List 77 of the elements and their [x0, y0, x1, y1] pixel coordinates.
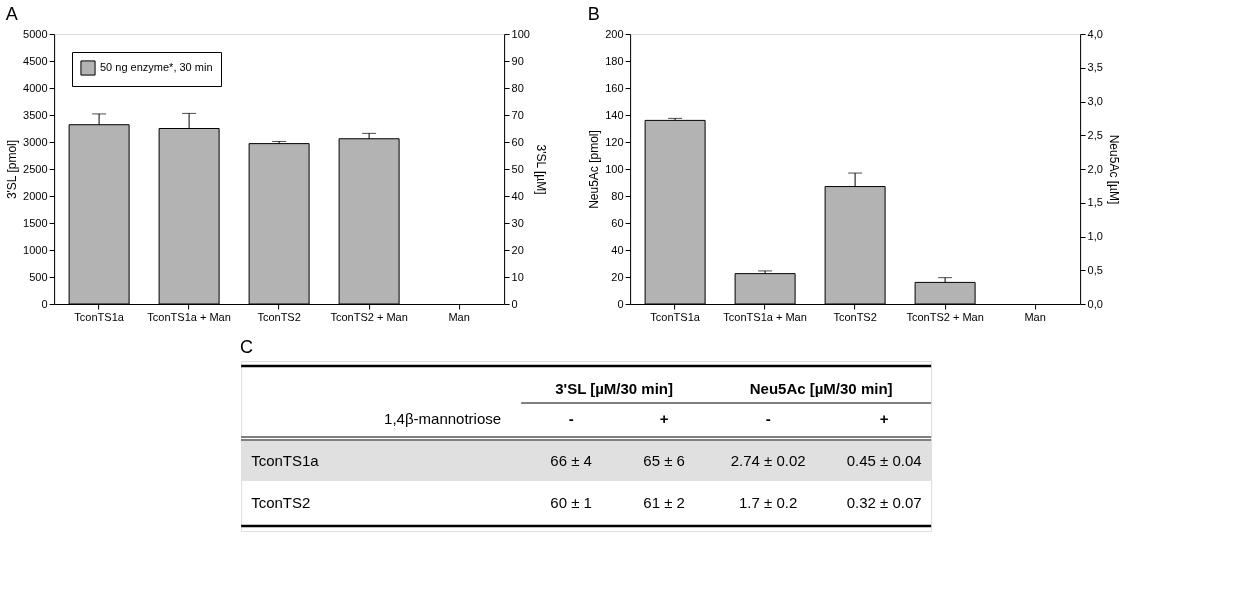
text: 65 ± 6: [643, 452, 685, 469]
y-tick-label: 100: [605, 162, 624, 175]
y2-tick-label: 60: [511, 135, 524, 148]
y-tick-label: 0: [41, 297, 48, 310]
y-tick-label: 200: [605, 27, 624, 40]
x-tick-label: TconTS2 + Man: [906, 310, 984, 323]
y2-tick-label: 0,5: [1087, 263, 1103, 276]
text: TconTS1a: [251, 452, 320, 469]
text: -: [765, 410, 771, 427]
text: 61 ± 2: [643, 494, 685, 511]
y2-tick-label: 20: [511, 243, 524, 256]
y-tick-label: 80: [611, 189, 624, 202]
legend-label: 50 ng enzyme*, 30 min: [100, 61, 213, 73]
y-tick-label: 2000: [23, 189, 48, 202]
y2-tick-label: 1,0: [1087, 230, 1103, 242]
y2-tick-label: 2,5: [1087, 128, 1103, 141]
y-tick-label: 2500: [23, 162, 48, 175]
text: -: [568, 410, 574, 427]
y2-tick-label: 100: [511, 27, 530, 40]
y2-tick-label: 50: [511, 162, 524, 175]
y2-tick-label: 90: [511, 54, 524, 67]
text: 3'SL [µM/30 min]: [555, 380, 674, 397]
text: +: [659, 410, 669, 427]
x-tick-label: TconTS1a: [650, 310, 701, 323]
x-tick-label: TconTS1a: [74, 310, 125, 323]
y-tick-label: 1000: [23, 243, 48, 256]
y-tick-label: 60: [611, 216, 624, 229]
y-axis-title: Neu5Ac [pmol]: [587, 130, 602, 209]
y-tick-label: 40: [611, 243, 624, 256]
text: 60 ± 1: [550, 494, 592, 511]
y2-tick-label: 40: [511, 189, 524, 202]
chart-title: B: [587, 4, 600, 24]
text: Neu5Ac [µM/30 min]: [749, 380, 893, 397]
x-tick-label: TconTS2 + Man: [330, 310, 408, 323]
y-tick-label: 0: [617, 297, 624, 310]
text: TconTS2: [251, 494, 311, 511]
text: +: [879, 410, 889, 427]
y-tick-label: 1500: [23, 216, 48, 229]
y-tick-label: 500: [29, 270, 48, 283]
y2-tick-label: 3,0: [1087, 95, 1103, 107]
x-tick-label: TconTS1a + Man: [147, 310, 231, 323]
y-tick-label: 3000: [23, 135, 48, 148]
y2-tick-label: 10: [511, 270, 524, 283]
text: C: [239, 337, 253, 357]
text: 1.7 ± 0.2: [738, 494, 798, 511]
y-tick-label: 120: [605, 135, 624, 148]
y-tick-label: 3500: [23, 108, 48, 121]
y2-tick-label: 80: [511, 81, 524, 94]
chart-title: A: [5, 4, 18, 24]
text: 0.45 ± 0.04: [846, 452, 922, 469]
y-tick-label: 4000: [23, 81, 48, 94]
y-tick-label: 160: [605, 81, 624, 94]
y2-tick-label: 2,0: [1087, 162, 1103, 175]
y-tick-label: 4500: [23, 54, 48, 67]
y2-axis-title: 3'SL [µM]: [533, 144, 548, 195]
text: 2.74 ± 0.02: [730, 452, 806, 469]
y-tick-label: 20: [611, 270, 624, 283]
y2-tick-label: 70: [511, 108, 524, 121]
y2-tick-label: 3,5: [1087, 61, 1103, 74]
x-tick-label: TconTS2: [833, 310, 877, 323]
y2-tick-label: 4,0: [1087, 27, 1103, 40]
text: 1,4β-mannotriose: [384, 410, 502, 427]
text: 0.32 ± 0.07: [846, 494, 922, 511]
x-tick-label: TconTS1a + Man: [723, 310, 807, 323]
y2-axis-title: Neu5Ac [µM]: [1106, 134, 1121, 205]
y2-tick-label: 1,5: [1087, 196, 1103, 209]
y-tick-label: 140: [605, 108, 624, 121]
x-tick-label: Man: [1024, 310, 1046, 323]
y-tick-label: 5000: [23, 27, 48, 40]
x-tick-label: TconTS2: [257, 310, 301, 323]
y2-tick-label: 0: [511, 297, 518, 310]
text: 66 ± 4: [550, 452, 592, 469]
y-axis-title: 3'SL [pmol]: [5, 139, 20, 200]
y2-tick-label: 30: [511, 216, 524, 229]
y-tick-label: 180: [605, 54, 624, 67]
y2-tick-label: 0,0: [1087, 297, 1103, 310]
x-tick-label: Man: [448, 310, 470, 323]
